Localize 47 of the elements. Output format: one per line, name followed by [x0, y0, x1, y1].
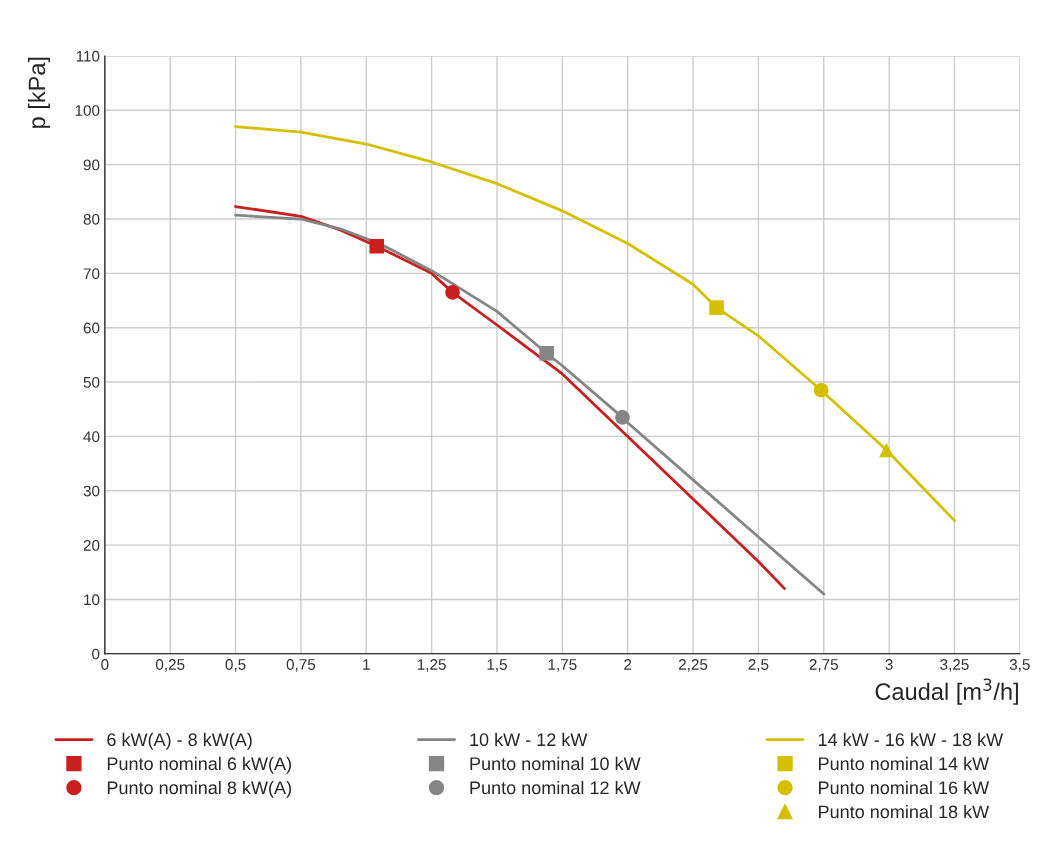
y-tick-label: 70 — [83, 268, 100, 280]
point — [813, 382, 829, 398]
x-tick-label: 3 — [885, 659, 893, 670]
y-tick-label: 30 — [83, 485, 100, 497]
x-tick-label: 3,5 — [1009, 659, 1030, 672]
x-tick-label: 2,75 — [809, 659, 838, 672]
x-tick-label: 1 — [363, 659, 370, 670]
legend-label: Punto nominal 6 kW(A) — [107, 756, 291, 774]
legend-label: Punto nominal 8 kW(A) — [107, 780, 291, 798]
legend-label: Punto nominal 12 kW — [470, 780, 641, 795]
x-tick-label: 3,25 — [940, 659, 969, 672]
y-tick-label: 80 — [83, 213, 100, 225]
x-tick-label: 0 — [101, 659, 109, 670]
x-axis-title: Caudal [m$^{3}$/h] — [875, 678, 1018, 705]
x-tick-label: 0,25 — [155, 659, 185, 672]
point — [369, 238, 384, 254]
point — [709, 300, 724, 315]
line-series — [234, 125, 956, 523]
x-tick-label: 1,75 — [548, 659, 577, 672]
x-tick-label: 2 — [624, 659, 632, 670]
y-tick-label: 0 — [92, 648, 100, 660]
legend-label: 14 kW - 16 kW - 18 kW — [818, 732, 1004, 747]
legend-label: 6 kW(A) - 8 kW(A) — [107, 732, 252, 750]
point — [615, 410, 630, 425]
legend-label: 10 kW - 12 kW — [470, 732, 588, 747]
point — [539, 345, 554, 361]
y-tick-label: 20 — [83, 539, 100, 551]
y-tick-label: 40 — [83, 431, 100, 443]
x-tick-label: 2,5 — [748, 659, 769, 672]
y-tick-label: 90 — [83, 159, 100, 171]
point — [445, 285, 460, 300]
legend-label: Punto nominal 14 kW — [819, 756, 990, 771]
y-tick-label: 10 — [84, 594, 100, 606]
y-tick-label: 110 — [76, 50, 100, 62]
legend-label: Punto nominal 10 kW — [470, 756, 641, 771]
y-tick-label: 50 — [83, 376, 100, 388]
point — [879, 442, 894, 458]
legend-label: Punto nominal 16 kW — [819, 780, 990, 795]
y-tick-label: 100 — [75, 105, 100, 116]
x-tick-label: 1,5 — [487, 659, 507, 672]
x-tick-label: 0,75 — [286, 659, 316, 672]
x-tick-label: 1,25 — [417, 659, 446, 672]
y-tick-label: 60 — [83, 322, 100, 334]
x-tick-label: 0,5 — [225, 659, 246, 672]
y-axis-title: p [kPa] — [27, 57, 50, 128]
x-tick-label: 2,25 — [678, 659, 708, 672]
legend-label: Punto nominal 18 kW — [819, 804, 990, 819]
